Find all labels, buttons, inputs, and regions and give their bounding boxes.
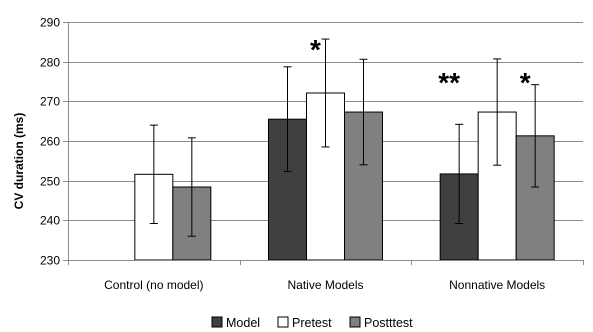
y-tick-label: 290	[40, 16, 60, 30]
y-tick-label: 270	[40, 95, 60, 109]
significance-marker: *	[520, 67, 531, 98]
y-tick-label: 240	[40, 214, 60, 228]
y-tick-labels: 230 240 250 260 270 280 290	[40, 16, 60, 268]
significance-marker: *	[310, 34, 321, 65]
legend-label-postttest: Postttest	[364, 316, 413, 330]
x-category-label: Native Models	[287, 278, 363, 292]
legend-swatch-model	[211, 316, 223, 328]
legend-swatch-postttest	[349, 316, 361, 328]
axes	[63, 22, 584, 265]
legend-swatch-pretest	[277, 316, 289, 328]
category-labels: Control (no model) Native Models Nonnative…	[104, 278, 545, 292]
legend-label-pretest: Pretest	[292, 316, 332, 330]
legend-label-model: Model	[226, 316, 260, 330]
y-tick-label: 260	[40, 135, 60, 149]
x-category-label: Nonnative Models	[449, 278, 545, 292]
significance-marker: **	[438, 67, 460, 98]
y-tick-label: 230	[40, 254, 60, 268]
y-tick-label: 250	[40, 175, 60, 189]
y-axis-title: CV duration (ms)	[12, 113, 26, 210]
y-tick-label: 280	[40, 56, 60, 70]
legend: Model Pretest Postttest	[211, 316, 413, 330]
significance-annotations: *** *	[310, 34, 531, 98]
x-category-label: Control (no model)	[104, 278, 203, 292]
error-bars	[149, 38, 540, 237]
bars	[134, 92, 555, 261]
